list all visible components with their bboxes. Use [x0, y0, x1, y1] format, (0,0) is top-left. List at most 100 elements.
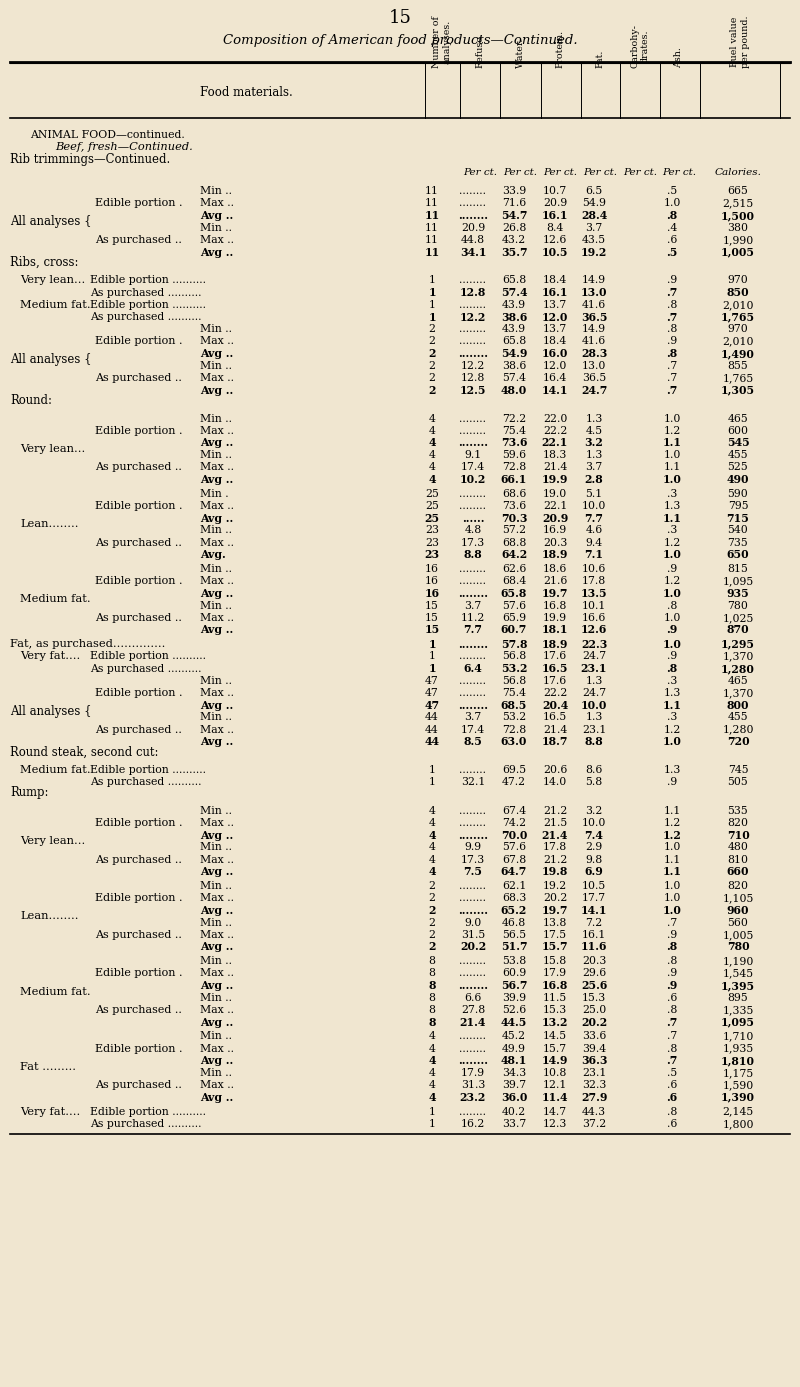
Text: 21.2: 21.2 [543, 806, 567, 816]
Text: Max ..: Max .. [200, 234, 234, 245]
Text: 780: 780 [726, 942, 750, 953]
Text: Very lean...: Very lean... [20, 836, 86, 846]
Text: 18.3: 18.3 [543, 451, 567, 460]
Text: 66.1: 66.1 [501, 474, 527, 485]
Text: 1: 1 [428, 287, 436, 298]
Text: 17.8: 17.8 [582, 576, 606, 587]
Text: 13.2: 13.2 [542, 1017, 568, 1028]
Text: 71.6: 71.6 [502, 198, 526, 208]
Text: 68.8: 68.8 [502, 538, 526, 548]
Text: 745: 745 [728, 766, 748, 775]
Text: Ribs, cross:: Ribs, cross: [10, 255, 78, 269]
Text: As purchased ..........: As purchased .......... [90, 287, 202, 298]
Text: 1,175: 1,175 [722, 1068, 754, 1078]
Text: 44: 44 [425, 724, 439, 735]
Text: 15: 15 [425, 613, 439, 623]
Text: Lean........: Lean........ [20, 519, 78, 530]
Text: 1,005: 1,005 [722, 929, 754, 940]
Text: 1.0: 1.0 [662, 588, 682, 599]
Text: 17.9: 17.9 [461, 1068, 485, 1078]
Text: Max ..: Max .. [200, 724, 234, 735]
Text: 17.4: 17.4 [461, 724, 485, 735]
Text: 64.2: 64.2 [501, 549, 527, 560]
Text: 7.7: 7.7 [463, 624, 482, 635]
Text: 15.3: 15.3 [543, 1006, 567, 1015]
Text: 56.5: 56.5 [502, 929, 526, 940]
Text: Edible portion .: Edible portion . [95, 426, 182, 436]
Text: 1,005: 1,005 [721, 247, 755, 258]
Text: .9: .9 [667, 777, 677, 788]
Text: .7: .7 [666, 287, 678, 298]
Text: 60.7: 60.7 [501, 624, 527, 635]
Text: .8: .8 [666, 348, 678, 359]
Text: 14.9: 14.9 [582, 325, 606, 334]
Text: Max ..: Max .. [200, 854, 234, 864]
Text: 1,370: 1,370 [722, 652, 754, 662]
Text: 18.9: 18.9 [542, 638, 568, 649]
Text: Carbohy-
drates.: Carbohy- drates. [630, 24, 650, 68]
Text: 14.1: 14.1 [581, 904, 607, 915]
Text: 7.4: 7.4 [585, 829, 603, 841]
Text: 7.1: 7.1 [585, 549, 603, 560]
Text: 10.5: 10.5 [542, 247, 568, 258]
Text: 795: 795 [728, 501, 748, 510]
Text: 665: 665 [727, 186, 749, 196]
Text: Edible portion .: Edible portion . [95, 198, 182, 208]
Text: ........: ........ [458, 1056, 488, 1067]
Text: 1.0: 1.0 [663, 198, 681, 208]
Text: Avg ..: Avg .. [200, 513, 234, 524]
Text: 2: 2 [428, 942, 436, 953]
Text: 11.6: 11.6 [581, 942, 607, 953]
Text: 800: 800 [726, 699, 750, 710]
Text: 815: 815 [727, 565, 749, 574]
Text: As purchased ..: As purchased .. [95, 724, 182, 735]
Text: ........: ........ [459, 300, 486, 309]
Text: Max ..: Max .. [200, 1006, 234, 1015]
Text: 1,990: 1,990 [722, 234, 754, 245]
Text: As purchased ..: As purchased .. [95, 538, 182, 548]
Text: 29.6: 29.6 [582, 968, 606, 978]
Text: 65.8: 65.8 [502, 337, 526, 347]
Text: Edible portion .: Edible portion . [95, 1043, 182, 1054]
Text: Fat, as purchased..............: Fat, as purchased.............. [10, 639, 166, 649]
Text: 17.5: 17.5 [543, 929, 567, 940]
Text: 1,490: 1,490 [721, 348, 755, 359]
Text: Min ..: Min .. [200, 526, 232, 535]
Text: As purchased ..: As purchased .. [95, 234, 182, 245]
Text: 37.2: 37.2 [582, 1119, 606, 1129]
Text: ........: ........ [459, 688, 486, 698]
Text: 23: 23 [425, 538, 439, 548]
Text: As purchased ..........: As purchased .......... [90, 663, 202, 674]
Text: 1.2: 1.2 [662, 829, 682, 841]
Text: 1.3: 1.3 [663, 766, 681, 775]
Text: 36.5: 36.5 [581, 312, 607, 323]
Text: 22.1: 22.1 [543, 501, 567, 510]
Text: .8: .8 [667, 1043, 677, 1054]
Text: 2: 2 [429, 325, 435, 334]
Text: ........: ........ [459, 1043, 486, 1054]
Text: Very fat....: Very fat.... [20, 652, 80, 662]
Text: .8: .8 [667, 1107, 677, 1117]
Text: 23: 23 [425, 549, 439, 560]
Text: 4: 4 [429, 1080, 435, 1090]
Text: 1.0: 1.0 [663, 451, 681, 460]
Text: 540: 540 [728, 526, 748, 535]
Text: 43.9: 43.9 [502, 300, 526, 309]
Text: 8: 8 [429, 956, 435, 967]
Text: 18.1: 18.1 [542, 624, 568, 635]
Text: 20.9: 20.9 [542, 513, 568, 524]
Text: 2.9: 2.9 [586, 842, 602, 853]
Text: ........: ........ [458, 437, 488, 448]
Text: 12.6: 12.6 [581, 624, 607, 635]
Text: 15.7: 15.7 [542, 942, 568, 953]
Text: 39.9: 39.9 [502, 993, 526, 1003]
Text: 2,010: 2,010 [722, 337, 754, 347]
Text: 8.5: 8.5 [463, 736, 482, 748]
Text: 16.0: 16.0 [542, 348, 568, 359]
Text: 3.7: 3.7 [586, 462, 602, 473]
Text: Avg ..: Avg .. [200, 437, 234, 448]
Text: 11: 11 [424, 209, 440, 221]
Text: 1: 1 [429, 766, 435, 775]
Text: 3.7: 3.7 [464, 713, 482, 723]
Text: 47: 47 [425, 699, 439, 710]
